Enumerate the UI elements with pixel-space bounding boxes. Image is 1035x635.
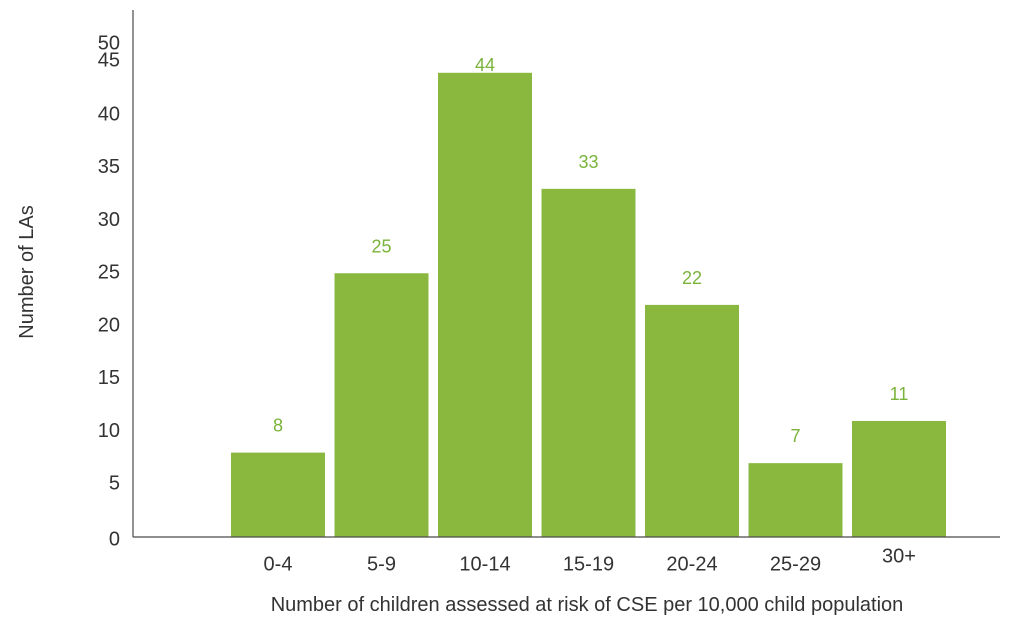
y-axis-title: Number of LAs bbox=[16, 205, 38, 338]
bar-data-label: 25 bbox=[371, 236, 391, 256]
bar bbox=[645, 304, 739, 537]
bar bbox=[334, 273, 429, 537]
bar bbox=[852, 420, 946, 537]
y-tick-label: 40 bbox=[98, 103, 120, 125]
y-tick-label: 20 bbox=[98, 314, 120, 336]
bar-data-label: 33 bbox=[578, 152, 598, 172]
y-tick-label: 15 bbox=[98, 367, 120, 389]
x-tick-label: 5-9 bbox=[367, 553, 396, 575]
bar bbox=[231, 452, 325, 537]
bar bbox=[541, 188, 636, 537]
x-tick-label: 25-29 bbox=[770, 553, 821, 575]
bar-data-label: 7 bbox=[790, 426, 800, 446]
bar-data-label: 44 bbox=[475, 55, 495, 75]
x-axis-title: Number of children assessed at risk of C… bbox=[271, 594, 904, 616]
y-tick-label: 10 bbox=[98, 420, 120, 442]
y-tick-label: 50 bbox=[98, 32, 120, 54]
x-tick-label: 10-14 bbox=[459, 553, 510, 575]
y-tick-label: 25 bbox=[98, 262, 120, 284]
y-tick-label: 45 bbox=[98, 49, 120, 71]
x-axis-tick-labels: 0-4 5-9 10-14 15-19 20-24 25-29 30+ bbox=[264, 545, 916, 575]
bar-data-labels: 8 25 44 33 22 7 11 bbox=[273, 55, 908, 446]
bar-data-label: 11 bbox=[890, 384, 909, 404]
bar bbox=[748, 463, 843, 537]
x-tick-label: 15-19 bbox=[563, 553, 614, 575]
y-tick-label: 35 bbox=[98, 156, 120, 178]
bar-data-label: 8 bbox=[273, 416, 283, 436]
bar bbox=[438, 72, 532, 538]
y-tick-label: 30 bbox=[98, 209, 120, 231]
x-tick-label: 20-24 bbox=[666, 553, 717, 575]
y-tick-label: 5 bbox=[109, 473, 120, 495]
bars bbox=[231, 72, 946, 538]
x-tick-label: 0-4 bbox=[264, 553, 293, 575]
bar-data-label: 22 bbox=[682, 268, 702, 288]
x-tick-label: 30+ bbox=[882, 545, 916, 567]
y-tick-label: 0 bbox=[109, 528, 120, 550]
